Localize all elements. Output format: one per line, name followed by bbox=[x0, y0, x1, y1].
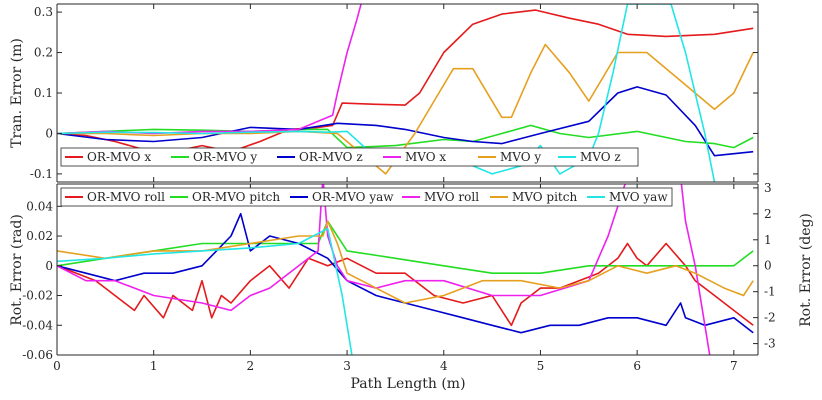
top-series-or-mvo-y bbox=[57, 124, 754, 149]
x-tick-label: 1 bbox=[150, 359, 158, 373]
bottom-y-right-tick-label: -1 bbox=[764, 285, 776, 299]
bottom-legend-label-mvo-roll: MVO roll bbox=[424, 190, 479, 204]
bottom-series-mvo-yaw bbox=[57, 227, 353, 355]
top-legend-box bbox=[60, 147, 639, 167]
top-series-or-mvo-z bbox=[57, 86, 754, 157]
x-tick-label: 5 bbox=[537, 359, 545, 373]
bottom-legend-label-mvo-pitch: MVO pitch bbox=[512, 190, 577, 204]
bottom-panel: -0.06 -0.04 -0.02 0 0.02 0.04 0 1 2 3 4 5 6 7 -3 -2 -1 0 1… bbox=[9, 181, 814, 392]
x-tick-label: 6 bbox=[633, 359, 641, 373]
bottom-y-right-tick-label: 1 bbox=[764, 233, 772, 247]
bottom-y-right-tick-label: 0 bbox=[764, 259, 772, 273]
bottom-y-tick-label: 0.02 bbox=[26, 229, 53, 243]
bottom-series-mvo-roll bbox=[57, 184, 711, 355]
x-tick-label: 0 bbox=[53, 359, 61, 373]
top-series-mvo-x bbox=[57, 4, 362, 135]
top-legend-label-mvo-z: MVO z bbox=[580, 150, 621, 164]
bottom-legend-label-or-mvo-yaw: OR-MVO yaw bbox=[312, 190, 394, 204]
bottom-y-tick-label: -0.04 bbox=[22, 318, 53, 332]
bottom-legend-label-or-mvo-roll: OR-MVO roll bbox=[87, 190, 165, 204]
top-legend-label-or-mvo-y: OR-MVO y bbox=[193, 150, 257, 164]
bottom-legend-box bbox=[60, 187, 673, 207]
bottom-y-axis-label: Rot. Error (rad) bbox=[9, 214, 25, 326]
top-y-tick-label: 0 bbox=[45, 126, 53, 140]
bottom-y-tick-label: 0 bbox=[45, 259, 53, 273]
top-y-tick-label: -0.1 bbox=[30, 167, 53, 181]
top-series-mvo-y bbox=[57, 43, 754, 175]
bottom-y-right-tick-label: 3 bbox=[764, 181, 772, 195]
bottom-y-tick-label: 0.04 bbox=[26, 199, 53, 213]
top-panel: -0.1 0 0.1 0.2 0.3 Tran. Error (m) OR-MVO x O… bbox=[9, 3, 759, 183]
x-tick-label: 3 bbox=[343, 359, 351, 373]
top-legend-label-or-mvo-x: OR-MVO x bbox=[87, 150, 151, 164]
bottom-y-right-tick-label: -3 bbox=[764, 337, 776, 351]
bottom-y-axis-label-right: Rot. Error (deg) bbox=[798, 213, 814, 327]
x-tick-label: 4 bbox=[440, 359, 448, 373]
bottom-legend-label-mvo-yaw: MVO yaw bbox=[609, 190, 668, 204]
bottom-y-tick-label: -0.02 bbox=[22, 289, 53, 303]
top-legend-label-mvo-x: MVO x bbox=[405, 150, 446, 164]
bottom-series-mvo-pitch bbox=[57, 220, 754, 304]
bottom-y-tick-label: -0.06 bbox=[22, 348, 53, 362]
bottom-y-right-tick-label: 2 bbox=[764, 207, 772, 221]
x-tick-label: 7 bbox=[730, 359, 738, 373]
bottom-legend-label-or-mvo-pitch: OR-MVO pitch bbox=[192, 190, 280, 204]
bottom-y-right-tick-label: -2 bbox=[764, 311, 776, 325]
bottom-series-or-mvo-pitch bbox=[57, 220, 754, 275]
top-legend-label-or-mvo-z: OR-MVO z bbox=[299, 150, 363, 164]
top-y-axis-label: Tran. Error (m) bbox=[9, 38, 25, 148]
top-y-tick-label: 0.3 bbox=[34, 5, 53, 19]
x-tick-label: 2 bbox=[247, 359, 255, 373]
x-axis-label: Path Length (m) bbox=[350, 376, 465, 392]
top-series-mvo-z bbox=[57, 4, 716, 182]
top-y-tick-label: 0.2 bbox=[34, 46, 53, 60]
top-y-tick-label: 0.1 bbox=[34, 86, 53, 100]
bottom-series-or-mvo-roll bbox=[57, 242, 754, 327]
bottom-plot-area bbox=[57, 184, 758, 355]
top-legend-label-mvo-y: MVO y bbox=[500, 150, 541, 164]
